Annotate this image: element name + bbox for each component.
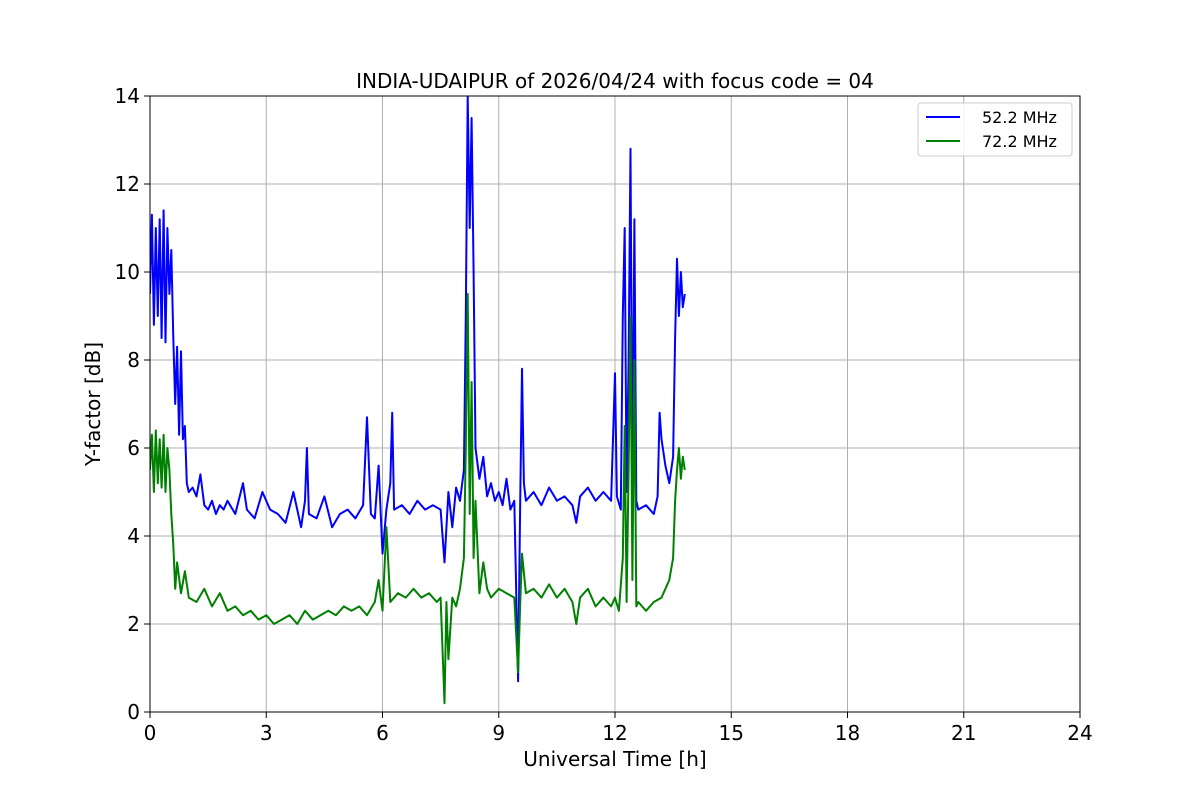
x-tick-label: 6 — [376, 721, 389, 745]
series-layer — [150, 96, 686, 705]
x-tick-label: 9 — [492, 721, 505, 745]
y-tick-label: 2 — [127, 612, 140, 636]
y-tick-label: 8 — [127, 348, 140, 372]
series-line-72mhz — [150, 293, 686, 705]
y-tick-label: 10 — [115, 260, 140, 284]
legend-label-52mhz: 52.2 MHz — [982, 108, 1057, 127]
chart-title: INDIA-UDAIPUR of 2026/04/24 with focus c… — [356, 69, 874, 93]
y-axis: 0 2 4 6 8 10 12 14 — [115, 84, 150, 724]
x-tick-label: 18 — [835, 721, 860, 745]
y-tick-label: 6 — [127, 436, 140, 460]
y-tick-label: 12 — [115, 172, 140, 196]
y-tick-label: 0 — [127, 700, 140, 724]
x-tick-label: 21 — [951, 721, 976, 745]
y-axis-title: Y-factor [dB] — [81, 342, 105, 467]
x-tick-label: 15 — [719, 721, 744, 745]
x-tick-label: 3 — [260, 721, 273, 745]
series-line-52mhz — [150, 96, 686, 683]
x-tick-label: 24 — [1067, 721, 1092, 745]
legend-label-72mhz: 72.2 MHz — [982, 132, 1057, 151]
x-tick-label: 0 — [144, 721, 157, 745]
legend: 52.2 MHz 72.2 MHz — [917, 102, 1073, 157]
x-axis: 0 3 6 9 12 15 18 21 24 — [144, 712, 1093, 745]
y-tick-label: 14 — [115, 84, 140, 108]
y-tick-label: 4 — [127, 524, 140, 548]
x-tick-label: 12 — [602, 721, 627, 745]
x-axis-title: Universal Time [h] — [523, 747, 706, 771]
